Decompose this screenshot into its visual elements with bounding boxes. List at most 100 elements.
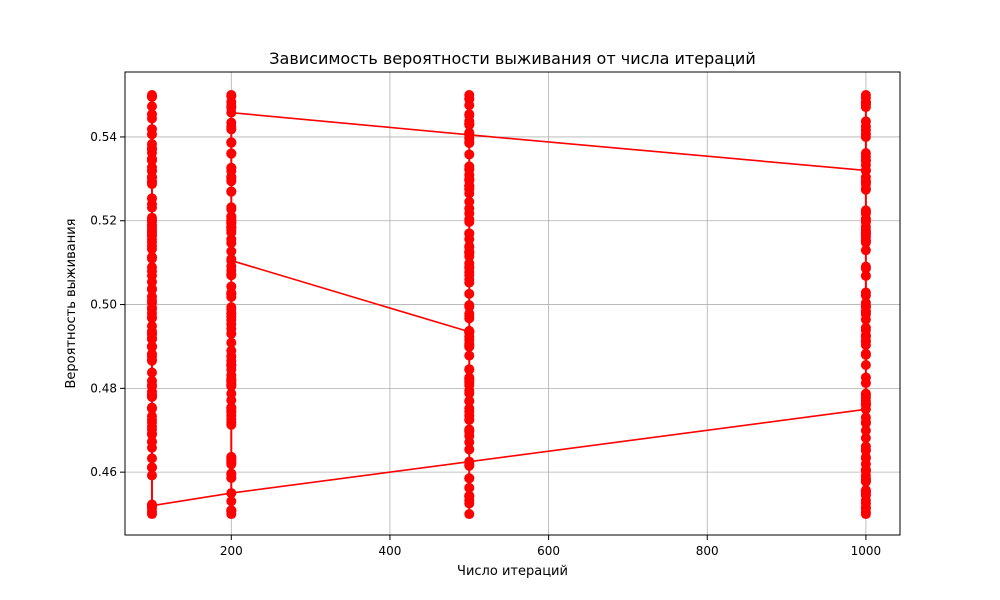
data-point [860,330,871,341]
data-point [860,155,871,166]
data-point [860,348,871,359]
data-point [464,270,475,281]
data-point [464,473,475,484]
data-point [860,245,871,256]
data-point [146,500,157,511]
data-point [464,498,475,509]
data-point [860,90,871,101]
data-point [226,488,237,499]
x-axis-label: Число итераций [457,564,568,579]
data-point [226,402,237,413]
data-point [146,462,157,473]
data-point [226,90,237,101]
data-point [226,281,237,292]
data-point [146,348,157,359]
series-line [231,259,470,333]
data-point [464,300,475,311]
data-point [226,302,237,313]
y-tick-label: 0.48 [90,381,117,395]
data-point [464,247,475,258]
data-point [464,350,475,361]
data-point [226,496,237,507]
y-tick-label: 0.54 [90,130,117,144]
data-point [226,255,237,266]
data-point [860,412,871,423]
data-point [146,367,157,378]
data-point [226,315,237,326]
data-point [860,148,871,159]
data-point [464,149,475,160]
data-point [146,176,157,187]
data-point [464,388,475,399]
data-point [464,375,475,386]
data-point [464,228,475,239]
data-point [464,444,475,455]
data-point [860,509,871,520]
data-point [226,107,237,118]
data-point [146,193,157,204]
data-point [146,429,157,440]
data-point [146,109,157,120]
data-point [226,137,237,148]
data-point [860,261,871,272]
data-point [464,263,475,274]
data-point [860,452,871,463]
data-point [860,307,871,318]
data-point [464,509,475,520]
data-point [464,338,475,349]
data-point [226,165,237,176]
data-point [464,184,475,195]
data-point [464,326,475,337]
data-point [226,234,237,245]
data-point [226,216,237,227]
data-point [464,426,475,437]
data-point [146,509,157,520]
data-point [226,121,237,132]
data-point [146,129,157,140]
data-point [860,396,871,407]
data-point [226,186,237,197]
y-tick-label: 0.46 [90,465,117,479]
series-line [151,408,866,507]
data-point [226,469,237,480]
data-point [860,502,871,513]
data-point [464,410,475,421]
chart-title: Зависимость вероятности выживания от чис… [269,49,755,68]
data-point [146,453,157,464]
data-point [146,442,157,453]
data-point [860,425,871,436]
data-point [464,110,475,121]
y-tick-label: 0.52 [90,214,117,228]
data-point [146,147,157,158]
data-point [464,403,475,414]
data-point [860,314,871,325]
data-point [226,355,237,366]
data-point [226,288,237,299]
x-tick-label: 400 [378,544,401,558]
data-point [226,454,237,465]
data-point [464,396,475,407]
data-point [860,270,871,281]
data-point [226,345,237,356]
data-point [860,224,871,235]
plot-area-frame [124,71,901,536]
data-point [860,132,871,143]
data-point [146,90,157,101]
x-axis-ticks: 200 400 600 800 1000 [220,535,881,558]
data-point [146,270,157,281]
data-point [226,381,237,392]
data-point [464,288,475,299]
data-point [464,129,475,140]
data-point [226,509,237,520]
x-tick-label: 1000 [851,544,882,558]
data-point [464,482,475,493]
y-axis-label: Вероятность выживания [64,219,79,389]
data-point [860,97,871,108]
data-point [464,456,475,467]
data-point [464,310,475,321]
data-point [226,323,237,334]
data-point [146,202,157,213]
data-point [146,227,157,238]
